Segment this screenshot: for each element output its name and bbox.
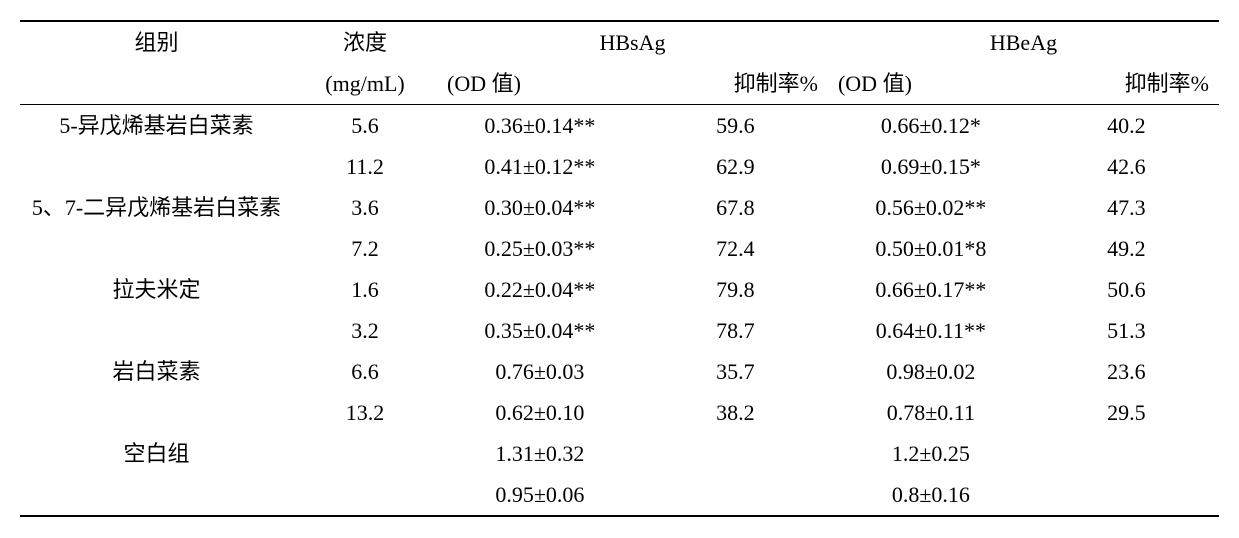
cell-hbsag-inh: [643, 474, 828, 516]
cell-hbsag-od: 0.36±0.14**: [437, 105, 643, 147]
table-row: 3.20.35±0.04**78.70.64±0.11**51.3: [20, 310, 1219, 351]
table-row: 5-异戊烯基岩白菜素5.60.36±0.14**59.60.66±0.12*40…: [20, 105, 1219, 147]
cell-hbeag-inh: 50.6: [1034, 269, 1219, 310]
header-hbeag: HBeAg: [828, 21, 1219, 63]
cell-hbsag-od: 0.35±0.04**: [437, 310, 643, 351]
cell-hbeag-od: 0.64±0.11**: [828, 310, 1034, 351]
cell-hbeag-inh: [1034, 433, 1219, 474]
cell-hbsag-inh: 67.8: [643, 187, 828, 228]
table-row: 0.95±0.06 0.8±0.16: [20, 474, 1219, 516]
table-row: 7.20.25±0.03**72.40.50±0.01*849.2: [20, 228, 1219, 269]
cell-hbeag-od: 0.56±0.02**: [828, 187, 1034, 228]
cell-group: [20, 310, 293, 351]
cell-conc: [293, 474, 437, 516]
cell-hbsag-inh: 78.7: [643, 310, 828, 351]
cell-hbeag-inh: 47.3: [1034, 187, 1219, 228]
header-hbsag: HBsAg: [437, 21, 828, 63]
cell-conc: 5.6: [293, 105, 437, 147]
cell-group: [20, 474, 293, 516]
cell-group: [20, 146, 293, 187]
cell-group: [20, 228, 293, 269]
cell-conc: 3.2: [293, 310, 437, 351]
header-blank: [20, 63, 293, 105]
cell-hbsag-od: 0.62±0.10: [437, 392, 643, 433]
cell-hbsag-inh: 59.6: [643, 105, 828, 147]
cell-hbeag-od: 0.50±0.01*8: [828, 228, 1034, 269]
cell-hbeag-od: 0.98±0.02: [828, 351, 1034, 392]
table-row: 13.20.62±0.1038.20.78±0.1129.5: [20, 392, 1219, 433]
cell-conc: [293, 433, 437, 474]
table-header: 组别 浓度 HBsAg HBeAg (mg/mL) (OD 值) 抑制率% (O…: [20, 21, 1219, 105]
cell-hbsag-inh: 79.8: [643, 269, 828, 310]
data-table: 组别 浓度 HBsAg HBeAg (mg/mL) (OD 值) 抑制率% (O…: [20, 20, 1219, 517]
cell-conc: 1.6: [293, 269, 437, 310]
cell-hbeag-od: 0.69±0.15*: [828, 146, 1034, 187]
cell-hbeag-inh: 40.2: [1034, 105, 1219, 147]
cell-conc: 13.2: [293, 392, 437, 433]
header-hbsag-inh: 抑制率%: [643, 63, 828, 105]
cell-group: 岩白菜素: [20, 351, 293, 392]
cell-hbeag-inh: 51.3: [1034, 310, 1219, 351]
cell-hbsag-od: 1.31±0.32: [437, 433, 643, 474]
cell-hbeag-od: 0.78±0.11: [828, 392, 1034, 433]
table-row: 空白组 1.31±0.32 1.2±0.25: [20, 433, 1219, 474]
cell-hbsag-od: 0.22±0.04**: [437, 269, 643, 310]
header-group: 组别: [20, 21, 293, 63]
cell-hbsag-inh: [643, 433, 828, 474]
cell-hbsag-inh: 72.4: [643, 228, 828, 269]
header-conc-line1: 浓度: [293, 21, 437, 63]
cell-hbsag-inh: 35.7: [643, 351, 828, 392]
cell-hbeag-inh: 29.5: [1034, 392, 1219, 433]
cell-hbsag-inh: 62.9: [643, 146, 828, 187]
cell-hbeag-inh: 42.6: [1034, 146, 1219, 187]
cell-hbsag-inh: 38.2: [643, 392, 828, 433]
cell-hbeag-inh: 23.6: [1034, 351, 1219, 392]
cell-hbsag-od: 0.95±0.06: [437, 474, 643, 516]
cell-conc: 11.2: [293, 146, 437, 187]
table-row: 11.20.41±0.12**62.90.69±0.15*42.6: [20, 146, 1219, 187]
header-hbeag-inh: 抑制率%: [1034, 63, 1219, 105]
cell-hbeag-od: 0.66±0.12*: [828, 105, 1034, 147]
cell-conc: 7.2: [293, 228, 437, 269]
cell-hbsag-od: 0.25±0.03**: [437, 228, 643, 269]
table-row: 5、7-二异戊烯基岩白菜素3.60.30±0.04**67.80.56±0.02…: [20, 187, 1219, 228]
cell-hbsag-od: 0.30±0.04**: [437, 187, 643, 228]
cell-hbeag-od: 0.66±0.17**: [828, 269, 1034, 310]
header-conc-line2: (mg/mL): [293, 63, 437, 105]
table-row: 岩白菜素6.60.76±0.0335.70.98±0.0223.6: [20, 351, 1219, 392]
cell-hbeag-od: 1.2±0.25: [828, 433, 1034, 474]
cell-group: 5、7-二异戊烯基岩白菜素: [20, 187, 293, 228]
cell-hbeag-od: 0.8±0.16: [828, 474, 1034, 516]
cell-conc: 6.6: [293, 351, 437, 392]
header-hbeag-od: (OD 值): [828, 63, 1034, 105]
cell-group: 空白组: [20, 433, 293, 474]
cell-hbeag-inh: 49.2: [1034, 228, 1219, 269]
cell-hbsag-od: 0.76±0.03: [437, 351, 643, 392]
table-row: 拉夫米定1.60.22±0.04**79.80.66±0.17**50.6: [20, 269, 1219, 310]
header-hbsag-od: (OD 值): [437, 63, 643, 105]
cell-conc: 3.6: [293, 187, 437, 228]
table-body: 5-异戊烯基岩白菜素5.60.36±0.14**59.60.66±0.12*40…: [20, 105, 1219, 517]
cell-group: 拉夫米定: [20, 269, 293, 310]
cell-group: [20, 392, 293, 433]
cell-hbeag-inh: [1034, 474, 1219, 516]
cell-hbsag-od: 0.41±0.12**: [437, 146, 643, 187]
cell-group: 5-异戊烯基岩白菜素: [20, 105, 293, 147]
